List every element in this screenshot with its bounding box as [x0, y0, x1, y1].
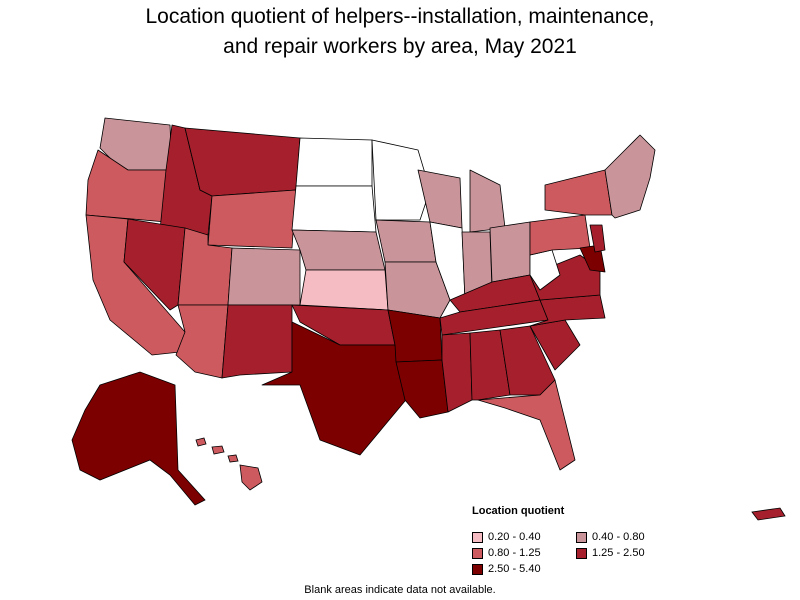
region-pennsylvania: [529, 214, 591, 256]
region-nevada: [123, 218, 186, 311]
region-colorado: [227, 247, 301, 306]
legend-swatch-3: [576, 547, 587, 559]
region-new-jersey: [589, 224, 606, 253]
region-arizona: [175, 304, 229, 379]
region-montana: [184, 127, 301, 197]
legend-label-4: 2.50 - 5.40: [488, 563, 541, 575]
legend-label-2: 0.80 - 1.25: [488, 547, 541, 559]
region-arkansas: [387, 309, 443, 363]
region-ohio: [489, 221, 531, 283]
region-new-york: [544, 169, 613, 216]
map-title: Location quotient of helpers--installati…: [0, 2, 800, 62]
region-alaska: [71, 371, 206, 506]
region-missouri: [384, 261, 451, 319]
legend-item-2: 0.80 - 1.25: [472, 547, 576, 559]
legend-item-0: 0.20 - 0.40: [472, 531, 576, 543]
legend-swatch-2: [472, 547, 483, 559]
legend-label-3: 1.25 - 2.50: [592, 547, 645, 559]
region-puerto-rico: [751, 507, 786, 521]
region-new-england: [604, 134, 656, 219]
region-alabama: [469, 329, 511, 401]
region-florida: [477, 379, 576, 471]
region-new-mexico: [221, 304, 293, 379]
region-south-dakota: [291, 185, 377, 233]
legend-swatch-1: [576, 531, 587, 543]
region-kansas: [299, 269, 389, 311]
title-line-2: and repair workers by area, May 2021: [223, 35, 577, 58]
region-nebraska: [291, 229, 386, 271]
lower-48-states-map: [85, 117, 656, 471]
legend-item-1: 0.40 - 0.80: [576, 531, 686, 543]
region-maryland-delaware: [579, 244, 606, 273]
region-minnesota: [371, 139, 431, 221]
legend-items: 0.20 - 0.40 0.40 - 0.80 0.80 - 1.25 1.25…: [472, 531, 702, 575]
legend-label-0: 0.20 - 0.40: [488, 531, 541, 543]
legend-swatch-4: [472, 563, 483, 575]
title-line-1: Location quotient of helpers--installati…: [145, 5, 655, 28]
region-wyoming: [207, 189, 297, 249]
region-texas: [261, 321, 411, 456]
legend-item-3: 1.25 - 2.50: [576, 547, 686, 559]
region-michigan: [469, 169, 506, 233]
region-mississippi: [441, 332, 473, 413]
region-hawaii: [195, 437, 263, 491]
region-north-dakota: [295, 137, 373, 187]
footnote: Blank areas indicate data not available.: [304, 584, 496, 596]
region-virginia: [529, 254, 601, 301]
legend-item-4: 2.50 - 5.40: [472, 563, 576, 575]
legend-title: Location quotient: [472, 505, 565, 517]
legend-swatch-0: [472, 531, 483, 543]
region-louisiana: [395, 359, 449, 419]
legend-label-1: 0.40 - 0.80: [592, 531, 645, 543]
region-wisconsin: [417, 169, 463, 229]
legend: Location quotient 0.20 - 0.40 0.40 - 0.8…: [472, 505, 702, 575]
region-iowa: [375, 219, 437, 263]
